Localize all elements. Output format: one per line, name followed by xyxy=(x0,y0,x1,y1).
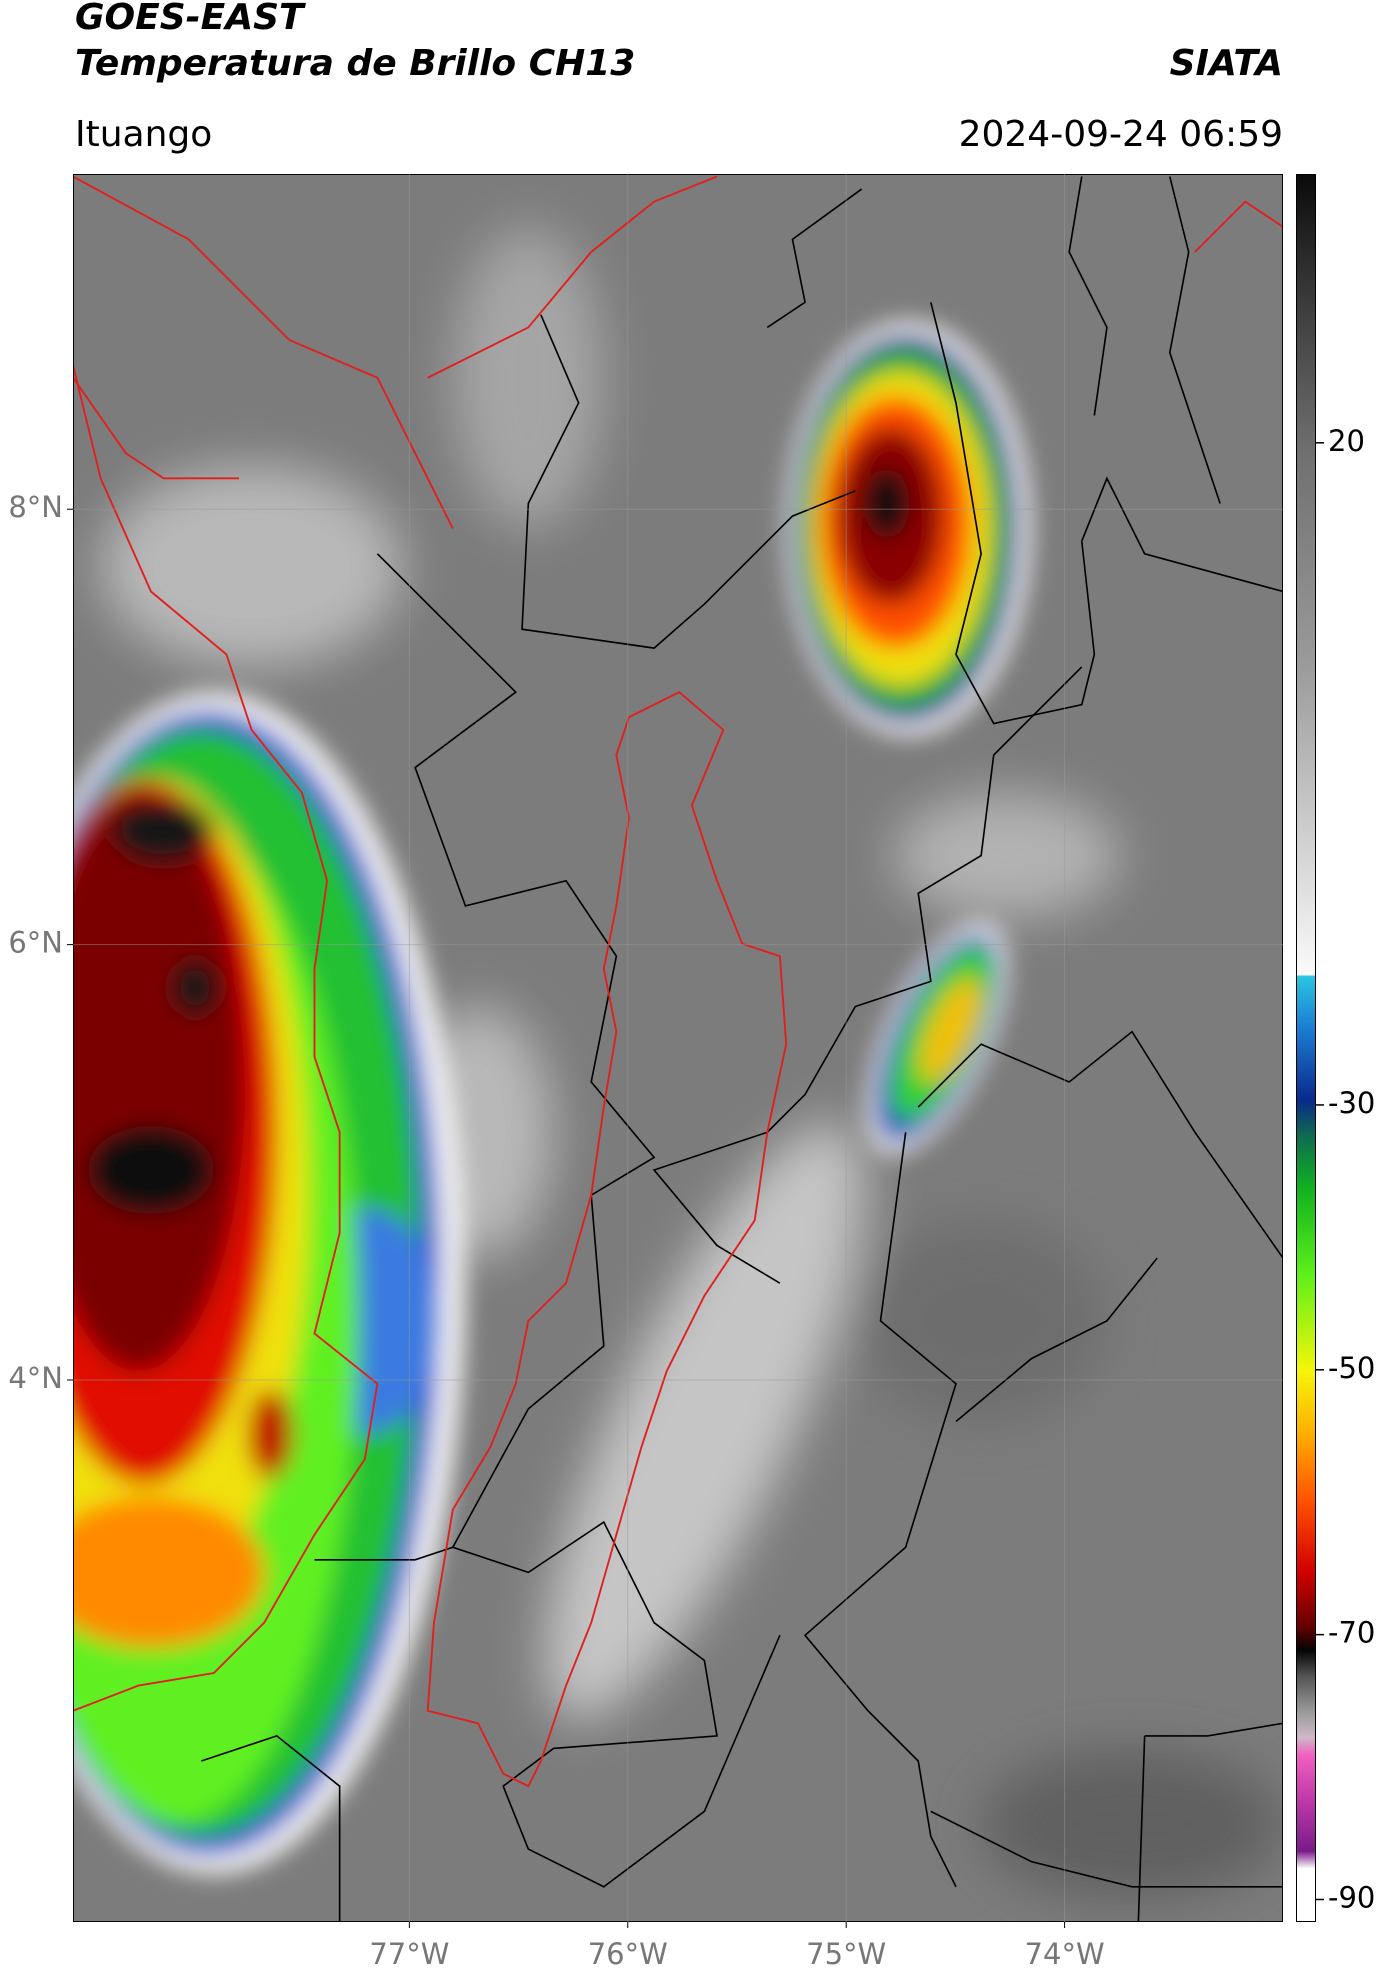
colorbar-tick-label: -50 xyxy=(1328,1351,1375,1385)
colorbar-tick-label: 20 xyxy=(1328,424,1365,458)
y-tick-label: 4°N xyxy=(8,1361,63,1395)
colorbar-tick-label: -70 xyxy=(1328,1616,1375,1650)
timestamp: 2024-09-24 06:59 xyxy=(959,114,1283,155)
x-tick-label: 74°W xyxy=(1025,1937,1105,1971)
region: Ituango xyxy=(75,114,212,155)
source: SIATA xyxy=(1170,43,1283,84)
colorbar-tick-label: -90 xyxy=(1328,1880,1375,1914)
subtitle: Temperatura de Brillo CH13 xyxy=(75,43,635,84)
title: GOES-EAST xyxy=(75,0,306,38)
x-tick-label: 76°W xyxy=(588,1937,668,1971)
x-tick-label: 77°W xyxy=(369,1937,449,1971)
y-tick-label: 6°N xyxy=(8,926,63,960)
map xyxy=(73,174,1283,1922)
colorbar xyxy=(1296,174,1316,1922)
y-tick-label: 8°N xyxy=(8,490,63,524)
x-tick-label: 75°W xyxy=(806,1937,886,1971)
colorbar-tick-label: -30 xyxy=(1328,1086,1375,1120)
